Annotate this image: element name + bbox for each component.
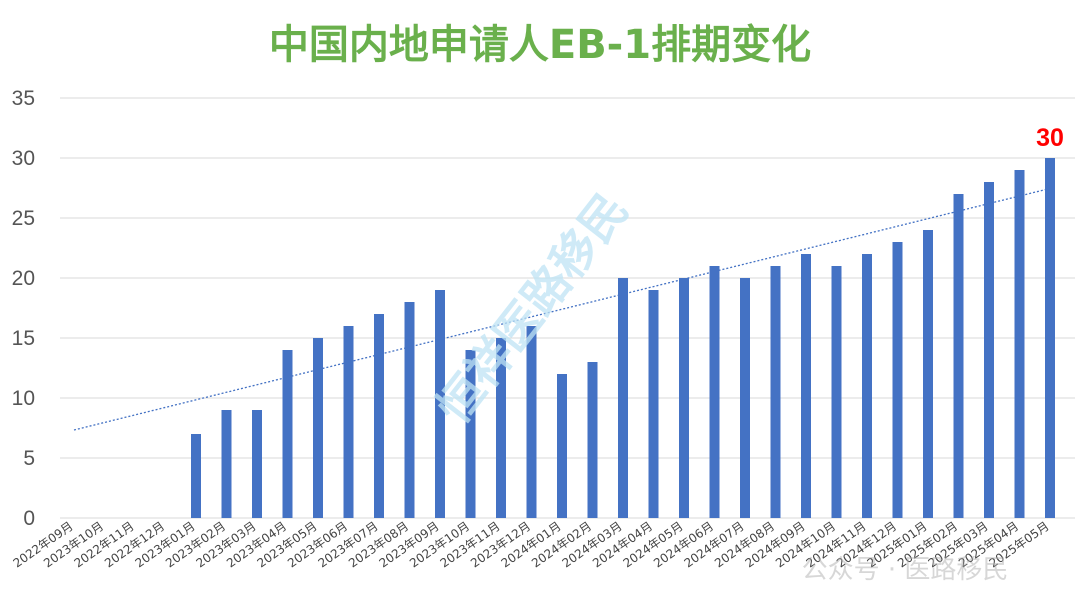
y-tick-label: 30 [12,147,35,170]
y-axis-ticks: 0 5 10 15 20 25 30 35 [12,87,35,530]
data-labels: 30 [1036,124,1064,152]
trendline [73,187,1051,431]
bar [465,350,476,518]
bars [191,158,1055,518]
y-tick-label: 5 [23,447,35,470]
bar [282,350,293,518]
bar [374,314,384,518]
bar [953,194,964,518]
bar [801,254,811,518]
y-tick-label: 25 [12,207,35,230]
bar [221,410,232,518]
bar [496,338,506,518]
bar [404,302,415,518]
footer-watermark: 公众号 · 医路移民 [802,555,1009,585]
bar [313,338,323,518]
bar [252,410,262,518]
bar [618,278,628,518]
bar [648,290,659,518]
y-tick-label: 35 [12,87,35,110]
y-tick-label: 20 [12,267,35,290]
bar [984,182,994,518]
y-tick-label: 0 [23,507,35,530]
bar [740,278,750,518]
bar [1014,170,1025,518]
bar [709,266,720,518]
trendline-path [73,187,1051,431]
bar [862,254,872,518]
bar [557,374,567,518]
bar [435,290,445,518]
chart-title: 中国内地申请人EB-1排期变化 [269,22,811,68]
bar [679,278,689,518]
bar [526,326,537,518]
bar [923,230,933,518]
bar [587,362,598,518]
y-tick-label: 15 [12,327,35,350]
y-tick-label: 10 [12,387,35,410]
bar [1045,158,1055,518]
bar [191,434,201,518]
bar [343,326,354,518]
bar [831,266,842,518]
data-label: 30 [1036,124,1064,152]
bar [770,266,781,518]
bar [892,242,903,518]
